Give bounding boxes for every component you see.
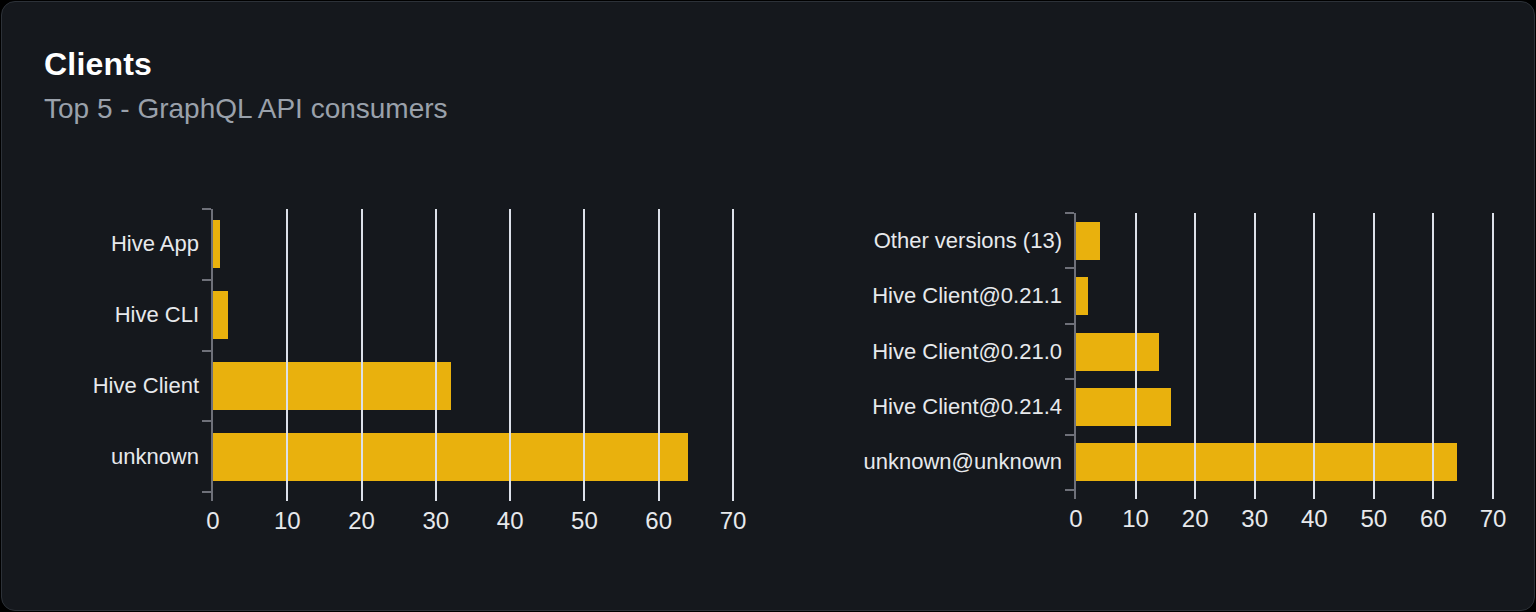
category-label: unknown [1,443,199,471]
gridline [1254,213,1256,490]
x-axis-tick [1492,490,1494,499]
x-axis-tick [1373,490,1375,499]
gridline [1492,213,1494,490]
x-tick-label: 20 [322,507,402,535]
x-tick-label: 70 [693,507,773,535]
y-axis-tick [202,279,211,281]
bar[interactable] [1076,443,1457,481]
x-axis-tick [1313,490,1315,499]
bar[interactable] [213,433,688,481]
category-label: Hive Client@0.21.1 [782,282,1062,310]
category-label: Hive App [1,230,199,258]
x-axis-tick [1194,490,1196,499]
gridline [658,209,660,492]
x-axis-tick [732,492,734,501]
gridline [361,209,363,492]
x-tick-label: 40 [470,507,550,535]
category-label: Hive Client [1,372,199,400]
x-axis-tick [509,492,511,501]
y-axis-tick [1065,434,1074,436]
y-axis-tick [202,208,211,210]
bar[interactable] [213,220,220,268]
gridline [1135,213,1137,490]
category-label: Other versions (13) [782,227,1062,255]
bar[interactable] [1076,222,1100,260]
y-axis-tick [1065,267,1074,269]
gridline [732,209,734,492]
x-tick-label: 70 [1453,505,1533,533]
gridline [1194,213,1196,490]
gridline [1373,213,1375,490]
category-label: unknown@unknown [782,448,1062,476]
y-axis-tick [1065,212,1074,214]
x-axis-tick [658,492,660,501]
bar[interactable] [1076,277,1088,315]
y-axis-tick [202,350,211,352]
y-axis-tick [1065,489,1074,491]
gridline [435,209,437,492]
x-axis-tick [361,492,363,501]
bar[interactable] [213,362,451,410]
clients-panel: Clients Top 5 - GraphQL API consumers 01… [1,1,1535,611]
y-axis-tick [202,420,211,422]
x-axis-tick [1254,490,1256,499]
y-axis-tick [1065,323,1074,325]
x-axis-tick [583,492,585,501]
x-axis-tick [1432,490,1434,499]
x-tick-label: 30 [396,507,476,535]
x-tick-label: 60 [619,507,699,535]
y-axis-tick [202,491,211,493]
charts-area: 010203040506070Hive AppHive CLIHive Clie… [2,2,1534,610]
category-label: Hive Client@0.21.4 [782,393,1062,421]
gridline [509,209,511,492]
gridline [583,209,585,492]
gridline [1432,213,1434,490]
gridline [1313,213,1315,490]
y-axis-line [211,209,213,501]
category-label: Hive CLI [1,301,199,329]
gridline [286,209,288,492]
bar[interactable] [1076,388,1171,426]
y-axis-line [1074,213,1076,499]
bar[interactable] [1076,333,1159,371]
bar[interactable] [213,291,228,339]
x-axis-tick [435,492,437,501]
y-axis-tick [1065,378,1074,380]
x-tick-label: 50 [544,507,624,535]
x-axis-tick [1135,490,1137,499]
category-label: Hive Client@0.21.0 [782,338,1062,366]
x-tick-label: 10 [247,507,327,535]
x-axis-tick [286,492,288,501]
x-tick-label: 0 [173,507,253,535]
